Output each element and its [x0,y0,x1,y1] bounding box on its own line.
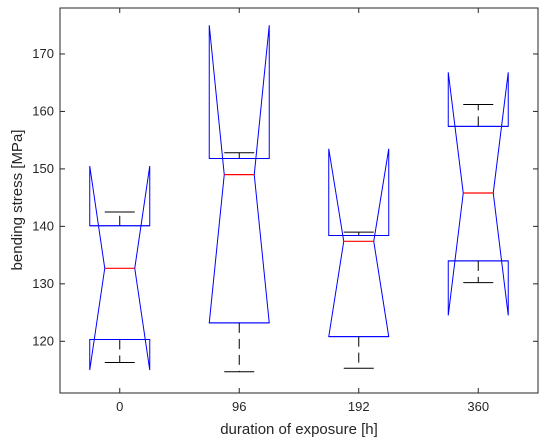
y-tick-label: 120 [32,333,54,348]
box-0 [89,165,151,371]
x-axis-label: duration of exposure [h] [220,421,378,438]
plot-area [59,7,539,394]
boxes [89,25,509,373]
box-96 [208,25,270,373]
y-axis-label: bending stress [MPa] [9,130,26,271]
x-tick-label: 360 [467,399,489,414]
box-360 [447,72,509,316]
x-tick-label: 0 [116,399,123,414]
y-tick-label: 140 [32,218,54,233]
x-tick-label: 192 [348,399,370,414]
x-axis-ticks: 0 96 192 360 [116,8,489,414]
y-tick-label: 130 [32,276,54,291]
y-axis-ticks: 120 130 140 150 160 170 [32,46,538,348]
y-tick-label: 150 [32,161,54,176]
y-tick-label: 160 [32,103,54,118]
box-192 [328,148,390,369]
x-tick-label: 96 [232,399,246,414]
y-tick-label: 170 [32,46,54,61]
